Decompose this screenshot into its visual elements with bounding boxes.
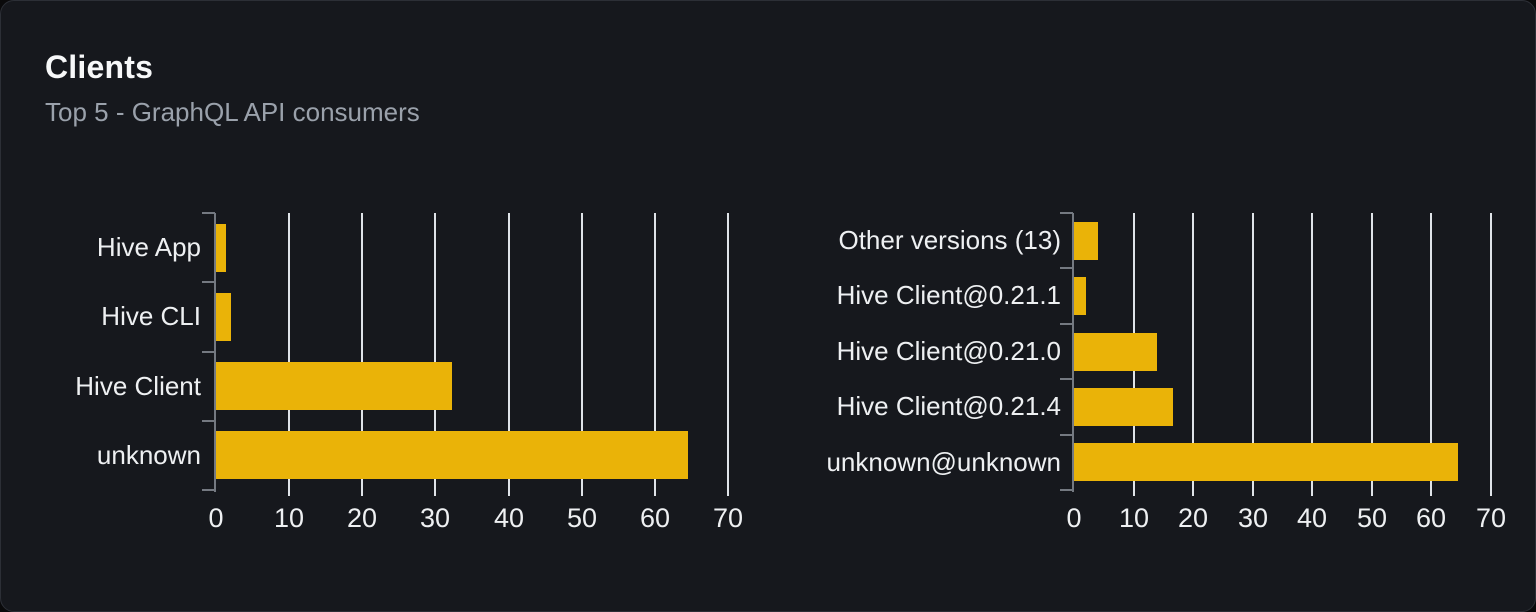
- category-label: Hive App: [96, 232, 201, 262]
- x-tick-label: 60: [639, 503, 671, 533]
- y-axis-line: [214, 213, 216, 492]
- x-tick-label: 70: [1475, 503, 1507, 533]
- bar-hive-client-0-21-4[interactable]: [1074, 388, 1173, 426]
- x-tick-label: 20: [1177, 503, 1209, 533]
- gridline: [508, 213, 510, 496]
- bar-hive-client-0-21-1[interactable]: [1074, 277, 1086, 315]
- gridline: [1252, 213, 1254, 496]
- x-tick-label: 50: [1356, 503, 1388, 533]
- bar-hive-app[interactable]: [216, 224, 226, 272]
- y-axis-tick: [202, 212, 215, 214]
- x-tick-label: 60: [1415, 503, 1447, 533]
- y-axis-tick: [1060, 434, 1073, 436]
- y-axis-tick: [202, 281, 215, 283]
- y-axis-tick: [202, 489, 215, 491]
- x-tick-label: 0: [208, 503, 224, 533]
- bar-other-versions-13[interactable]: [1074, 222, 1098, 260]
- x-tick-label: 20: [346, 503, 378, 533]
- x-tick-label: 30: [1237, 503, 1269, 533]
- category-label: Hive Client@0.21.1: [836, 280, 1061, 310]
- bar-unknown[interactable]: [216, 431, 688, 479]
- x-tick-label: 10: [1118, 503, 1150, 533]
- y-axis-tick: [1060, 267, 1073, 269]
- gridline: [654, 213, 656, 496]
- y-axis-tick: [1060, 489, 1073, 491]
- y-axis-line: [1072, 213, 1074, 492]
- gridline: [1371, 213, 1373, 496]
- x-tick-label: 50: [566, 503, 598, 533]
- category-label: unknown@unknown: [826, 447, 1061, 477]
- x-tick-label: 40: [1296, 503, 1328, 533]
- gridline: [1430, 213, 1432, 496]
- x-tick-label: 30: [419, 503, 451, 533]
- category-label: Hive CLI: [101, 301, 201, 331]
- category-label: Hive Client@0.21.0: [836, 336, 1061, 366]
- gridline: [1490, 213, 1492, 496]
- gridline: [361, 213, 363, 496]
- card-title: Clients: [45, 49, 154, 85]
- gridline: [434, 213, 436, 496]
- gridline: [1192, 213, 1194, 496]
- gridline: [288, 213, 290, 496]
- bar-unknown-unknown[interactable]: [1074, 443, 1458, 481]
- gridline: [727, 213, 729, 496]
- y-axis-tick: [202, 420, 215, 422]
- y-axis-tick: [1060, 378, 1073, 380]
- y-axis-tick: [202, 351, 215, 353]
- x-tick-label: 10: [273, 503, 305, 533]
- category-label: Hive Client: [75, 371, 201, 401]
- gridline: [581, 213, 583, 496]
- gridline: [1311, 213, 1313, 496]
- y-axis-tick: [1060, 323, 1073, 325]
- bar-hive-cli[interactable]: [216, 293, 231, 341]
- y-axis-tick: [1060, 212, 1073, 214]
- bar-hive-client-0-21-0[interactable]: [1074, 333, 1157, 371]
- category-label: Hive Client@0.21.4: [836, 391, 1061, 421]
- x-tick-label: 40: [493, 503, 525, 533]
- card-subtitle: Top 5 - GraphQL API consumers: [45, 97, 420, 127]
- bar-hive-client[interactable]: [216, 362, 452, 410]
- category-label: unknown: [96, 440, 201, 470]
- x-tick-label: 0: [1066, 503, 1082, 533]
- x-tick-label: 70: [712, 503, 744, 533]
- category-label: Other versions (13): [838, 225, 1061, 255]
